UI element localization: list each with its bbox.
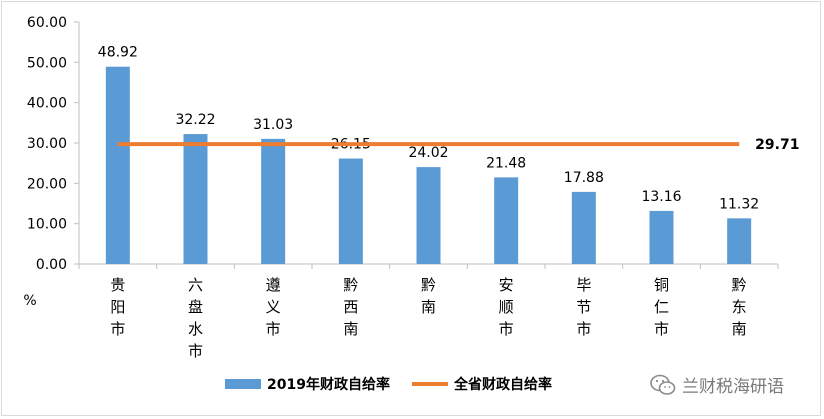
data-label: 24.02 [408,145,448,161]
x-tick-label: 铜仁市 [654,276,669,338]
bar [105,66,130,264]
y-tick-label: 50.00 [27,55,67,71]
data-label: 13.16 [641,189,681,205]
data-label: 11.32 [719,196,759,212]
y-tick-label: 60.00 [27,15,67,31]
bar [183,134,208,264]
x-tick-label: 安顺市 [499,276,514,338]
data-label: 17.88 [564,170,604,186]
bar [649,210,674,264]
bar [727,218,752,264]
x-tick-label: 黔西南 [343,276,358,338]
data-label: 48.92 [98,45,138,61]
reference-line-label: 29.71 [755,137,799,153]
data-label: 31.03 [253,117,293,133]
y-tick-label: 10.00 [27,217,67,233]
x-tick-label: 毕节市 [576,276,591,338]
x-tick-label: 贵阳市 [110,276,125,338]
legend-item-bars: 2019年财政自给率 [225,374,390,394]
legend-item-line: 全省财政自给率 [411,374,552,394]
wechat-icon [650,374,676,395]
bar [416,167,441,264]
legend-bar-swatch [225,379,261,389]
x-tick-label: 黔南 [421,276,436,316]
bar [338,158,363,264]
legend-bar-label: 2019年财政自给率 [267,377,390,393]
watermark-text: 兰财税海研语 [682,377,784,397]
x-tick-label: 黔东南 [732,276,747,338]
legend-line-label: 全省财政自给率 [453,377,552,393]
y-tick-label: 40.00 [27,96,67,112]
legend: 2019年财政自给率 全省财政自给率 [225,374,574,394]
y-axis-label: % [23,293,36,309]
x-tick-label: 遵义市 [266,276,281,338]
bar [571,191,596,264]
y-tick-label: 30.00 [27,136,67,152]
y-tick-label: 0.00 [36,257,67,273]
y-tick-label: 20.00 [27,176,67,192]
bar [494,177,519,264]
data-label: 21.48 [486,155,526,171]
x-tick-label: 六盘水市 [188,276,203,360]
watermark: 兰财税海研语 [650,372,784,397]
bar [261,138,286,264]
data-label: 32.22 [175,112,215,128]
legend-line-swatch [411,382,448,386]
